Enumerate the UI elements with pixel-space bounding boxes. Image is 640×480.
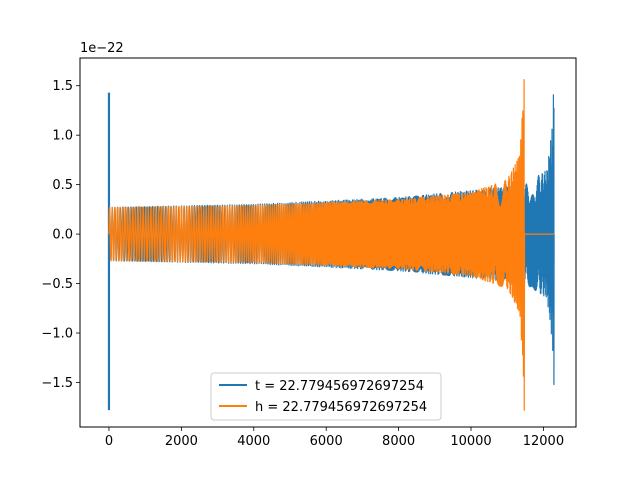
series-layer (107, 78, 555, 411)
legend-label-t: t = 22.779456972697254 (255, 379, 424, 394)
offset-label: 1e−22 (80, 41, 124, 56)
series-h-line (108, 78, 554, 411)
y-axis: −1.5 −1.0 −0.5 0.0 0.5 1.0 1.5 (41, 79, 80, 391)
y-tick-label: 0.0 (52, 228, 73, 243)
x-axis: 0 2000 4000 6000 8000 10000 12000 (105, 427, 564, 449)
axes-frame (79, 57, 577, 428)
x-tick-label: 0 (105, 434, 113, 449)
y-tick-label: −1.0 (41, 327, 73, 342)
y-tick-label: 1.5 (52, 79, 73, 94)
legend: t = 22.779456972697254 h = 22.7794569726… (210, 372, 442, 421)
x-tick-label: 8000 (382, 434, 415, 449)
y-tick-label: −1.5 (41, 376, 73, 391)
y-tick-label: 0.5 (52, 178, 73, 193)
y-tick-label: 1.0 (52, 129, 73, 144)
x-tick-label: 4000 (237, 434, 270, 449)
x-tick-label: 12000 (523, 434, 564, 449)
y-tick-label: −0.5 (41, 277, 73, 292)
x-tick-label: 2000 (165, 434, 198, 449)
legend-box (210, 372, 442, 421)
x-tick-label: 6000 (310, 434, 343, 449)
x-tick-label: 10000 (450, 434, 491, 449)
legend-label-h: h = 22.779456972697254 (255, 400, 427, 415)
